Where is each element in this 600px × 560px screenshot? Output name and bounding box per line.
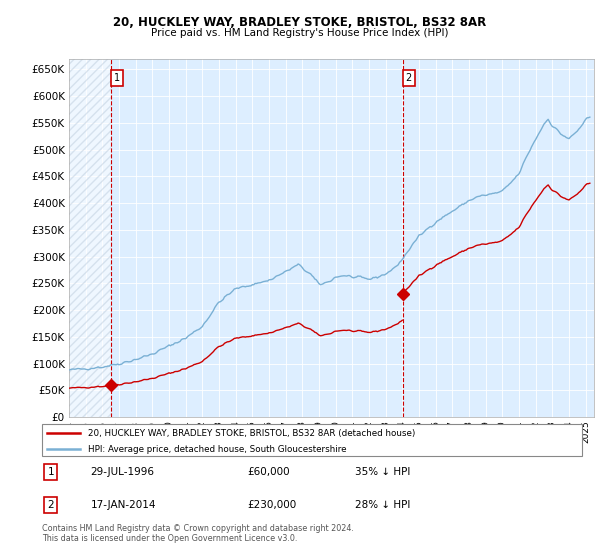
Text: Price paid vs. HM Land Registry's House Price Index (HPI): Price paid vs. HM Land Registry's House … xyxy=(151,28,449,38)
Text: 17-JAN-2014: 17-JAN-2014 xyxy=(91,500,156,510)
Bar xyxy=(69,59,112,417)
Text: 28% ↓ HPI: 28% ↓ HPI xyxy=(355,500,410,510)
Text: Contains HM Land Registry data © Crown copyright and database right 2024.
This d: Contains HM Land Registry data © Crown c… xyxy=(42,524,354,543)
Text: 2: 2 xyxy=(406,73,412,83)
Text: 2: 2 xyxy=(47,500,54,510)
Text: £230,000: £230,000 xyxy=(247,500,296,510)
Text: 35% ↓ HPI: 35% ↓ HPI xyxy=(355,467,410,477)
Text: 1: 1 xyxy=(47,467,54,477)
Text: HPI: Average price, detached house, South Gloucestershire: HPI: Average price, detached house, Sout… xyxy=(88,445,346,454)
Text: 29-JUL-1996: 29-JUL-1996 xyxy=(91,467,155,477)
Text: £60,000: £60,000 xyxy=(247,467,290,477)
Text: 20, HUCKLEY WAY, BRADLEY STOKE, BRISTOL, BS32 8AR (detached house): 20, HUCKLEY WAY, BRADLEY STOKE, BRISTOL,… xyxy=(88,428,415,437)
Text: 20, HUCKLEY WAY, BRADLEY STOKE, BRISTOL, BS32 8AR: 20, HUCKLEY WAY, BRADLEY STOKE, BRISTOL,… xyxy=(113,16,487,29)
FancyBboxPatch shape xyxy=(42,424,582,456)
Text: 1: 1 xyxy=(114,73,120,83)
